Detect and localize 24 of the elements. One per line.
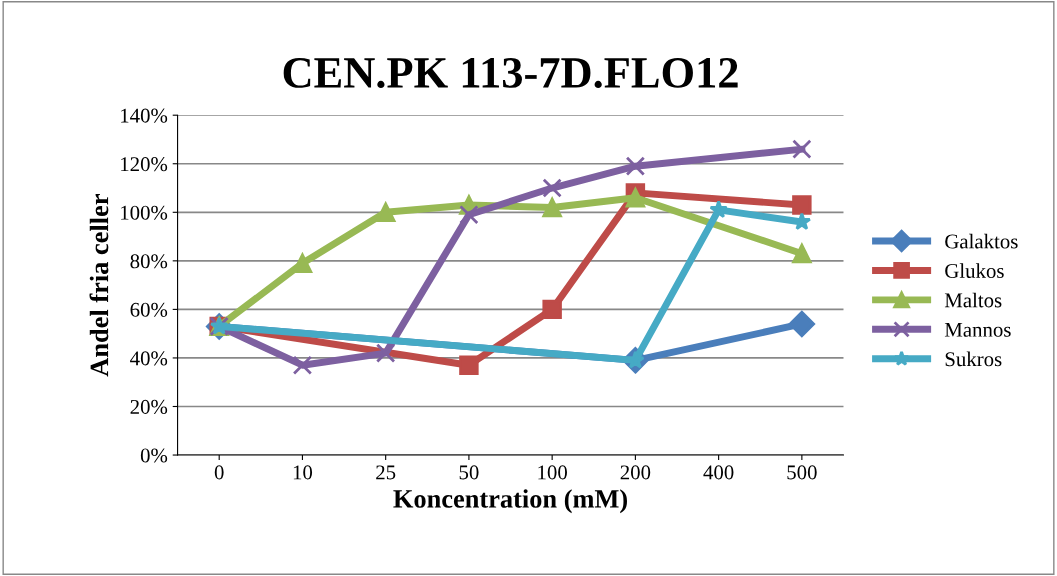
x-tick-label: 10 xyxy=(293,465,313,480)
x-tick-label: 500 xyxy=(787,465,817,480)
legend-label: Maltos xyxy=(944,292,1002,308)
x-tick-label: 50 xyxy=(459,465,479,480)
legend-label: Galaktos xyxy=(945,233,1018,249)
y-tick-label: 100% xyxy=(121,205,168,220)
x-axis-title: Koncentration (mM) xyxy=(393,489,627,514)
legend-label: Mannos xyxy=(944,322,1011,337)
y-tick-label: 20% xyxy=(130,399,168,414)
y-tick-label: 40% xyxy=(130,351,168,366)
x-tick-label: 0 xyxy=(214,465,224,480)
y-axis-title: Andel fria celler xyxy=(89,194,109,377)
chart-title: CEN.PK 113-7D.FLO12 xyxy=(283,57,738,89)
x-tick-label: 100 xyxy=(538,465,567,480)
y-tick-label: 120% xyxy=(121,157,168,172)
y-tick-label: 0% xyxy=(140,448,168,463)
y-tick-label: 60% xyxy=(130,302,168,317)
y-tick-label: 80% xyxy=(130,254,168,269)
x-tick-label: 400 xyxy=(703,465,734,480)
legend-label: Glukos xyxy=(945,263,1004,278)
x-tick-label: 200 xyxy=(620,465,651,480)
x-tick-label: 25 xyxy=(376,465,396,480)
legend-label: Sukros xyxy=(945,351,1002,367)
y-tick-label: 140% xyxy=(121,108,168,123)
